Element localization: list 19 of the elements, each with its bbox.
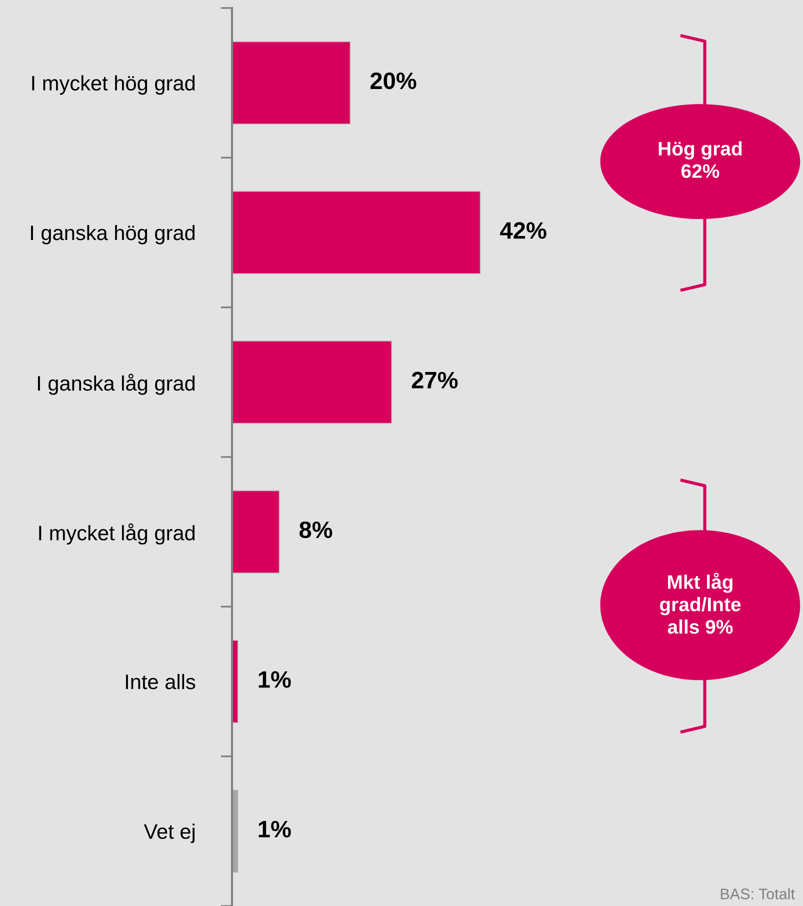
y-tick-label: I mycket hög grad xyxy=(32,75,195,95)
y-tick-label: I mycket låg grad xyxy=(39,523,195,545)
text: Hög grad 62% xyxy=(658,141,742,178)
data-label: 1% xyxy=(258,671,291,688)
y-tick-label: Vet ej xyxy=(144,824,194,844)
bar xyxy=(232,41,351,124)
data-label: 20% xyxy=(370,72,416,90)
y-tick-label: Inte alls xyxy=(126,674,196,690)
text: BAS: Totalt xyxy=(720,888,795,900)
data-label: 42% xyxy=(500,222,546,239)
y-tick-label: I ganska hög grad xyxy=(31,224,195,244)
data-label: 27% xyxy=(412,372,458,388)
y-tick-label: I ganska låg grad xyxy=(38,374,195,395)
bar xyxy=(232,190,481,274)
text: Mkt låg grad/Inte alls 9% xyxy=(660,572,741,634)
data-label: 1% xyxy=(258,820,291,838)
bar xyxy=(232,490,280,574)
bar xyxy=(232,340,392,424)
data-label: 8% xyxy=(299,521,332,538)
